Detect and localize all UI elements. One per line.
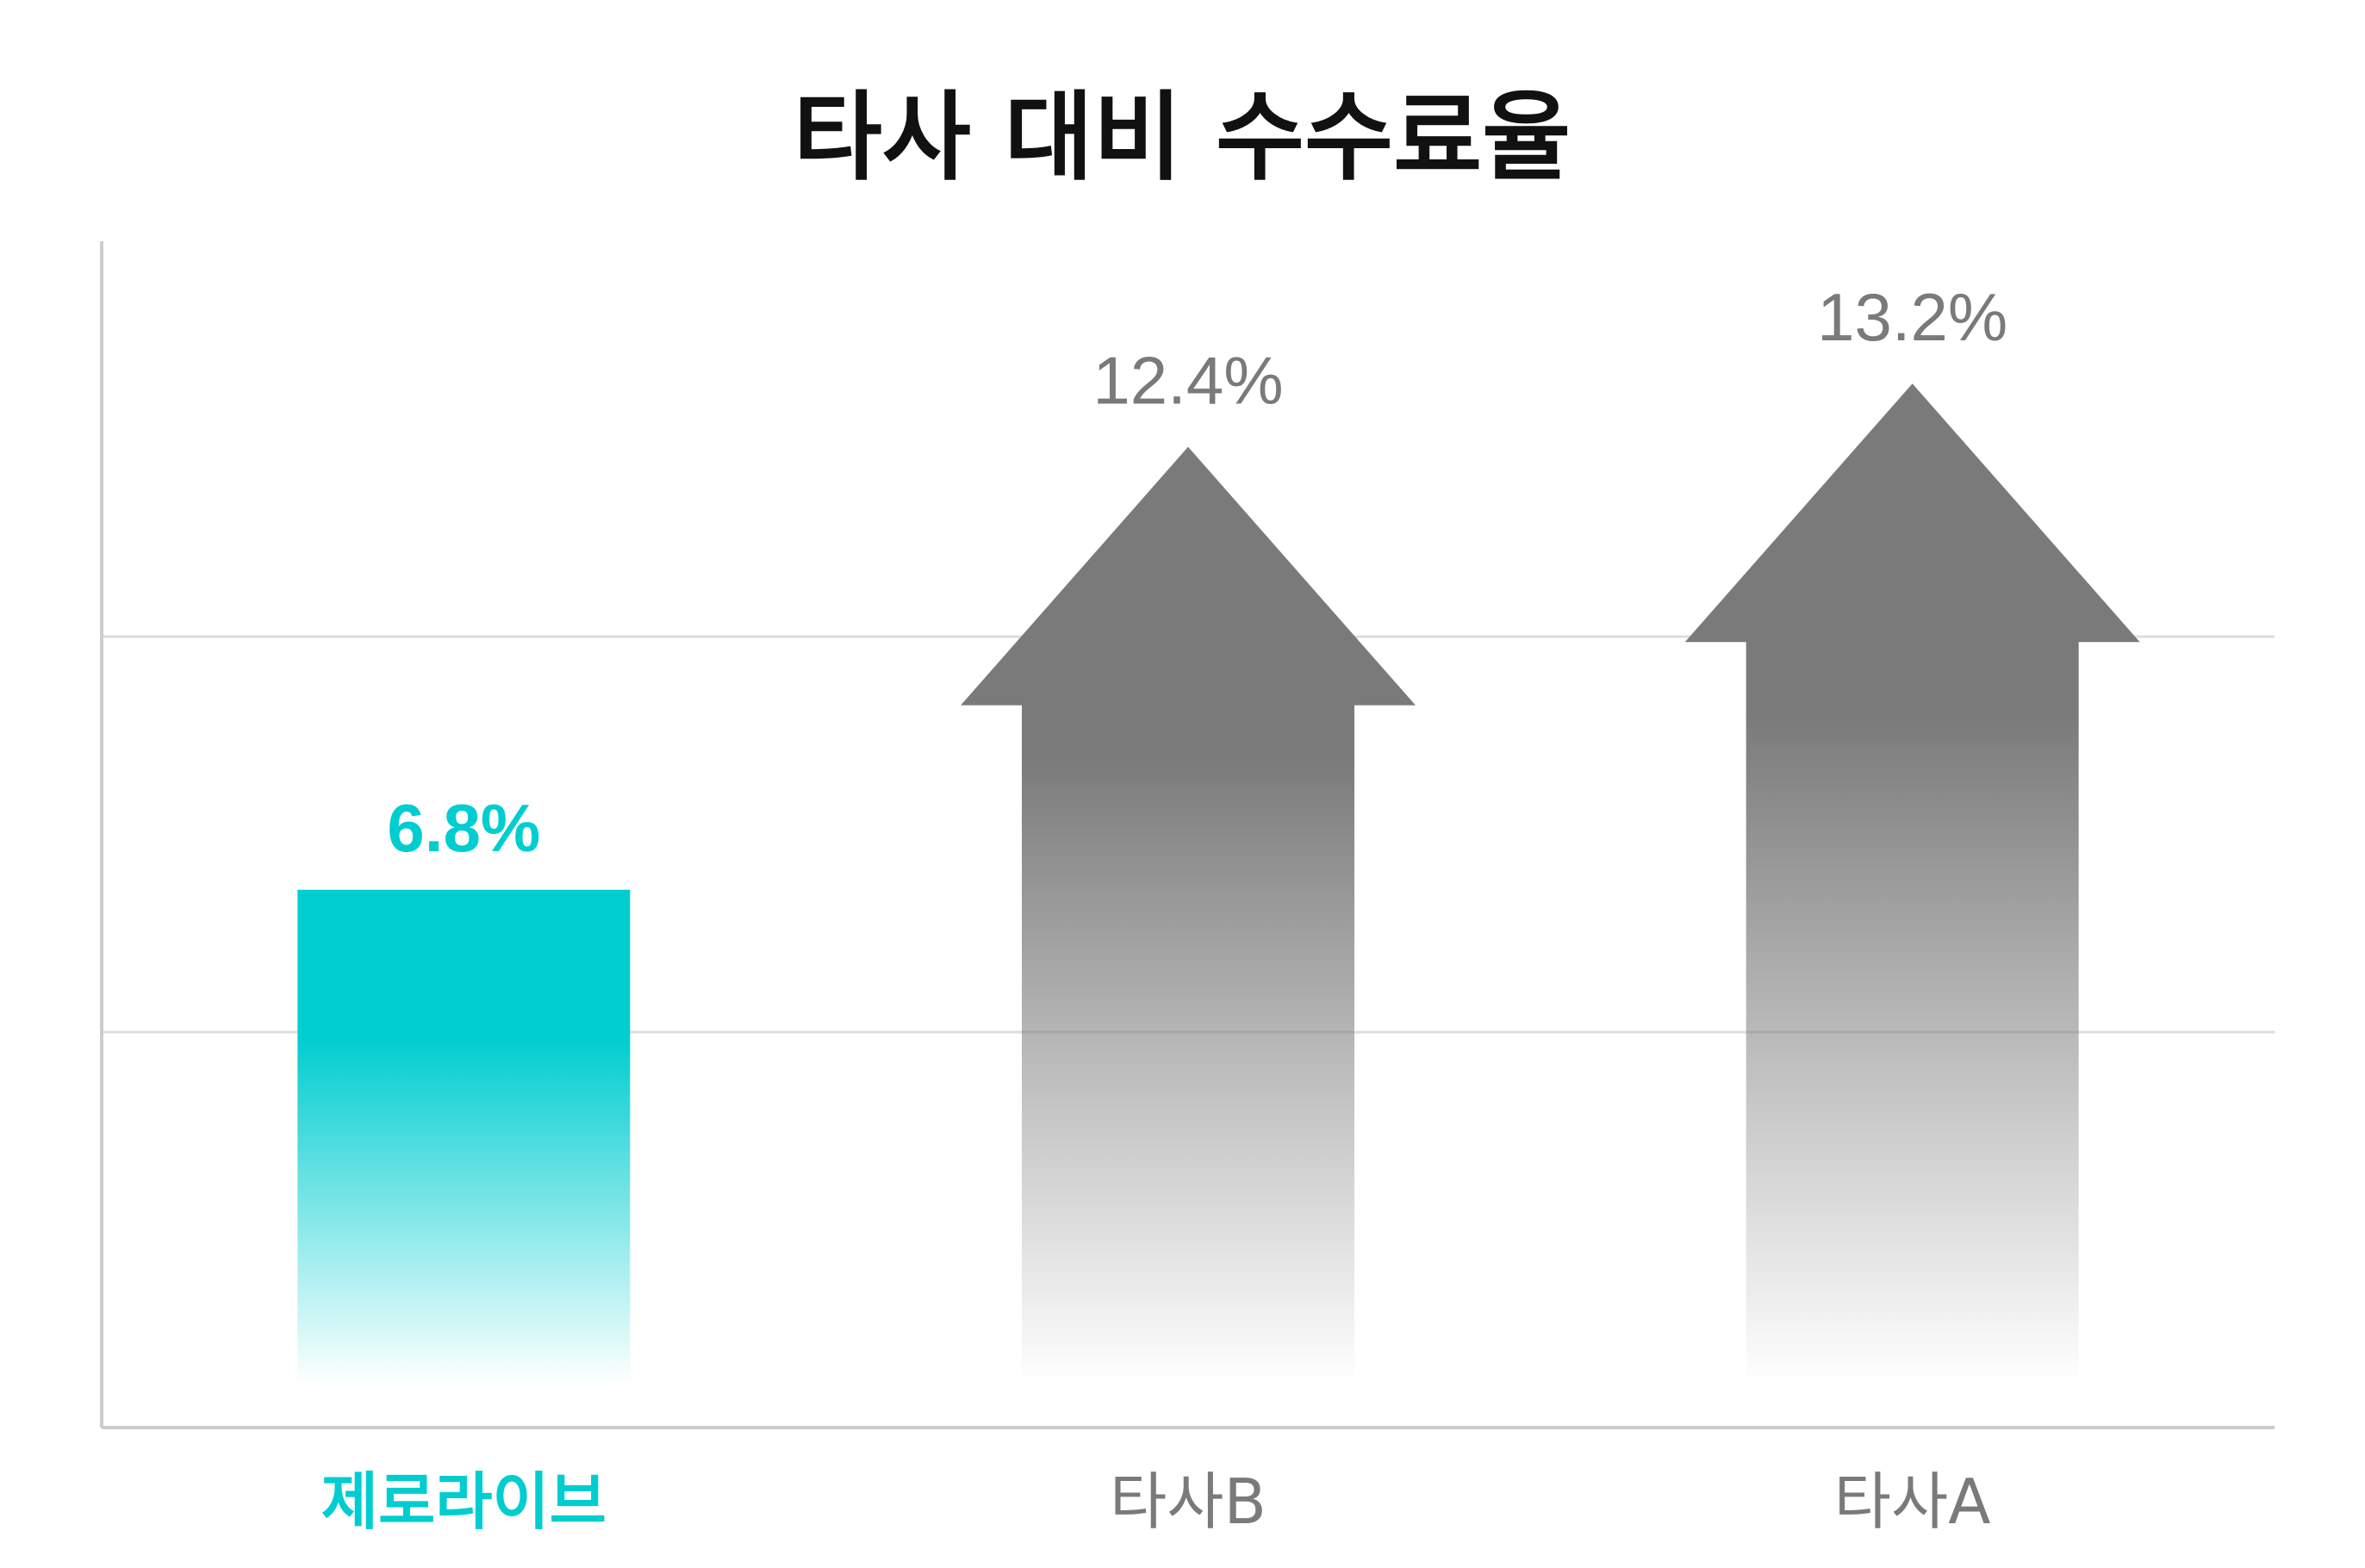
category-label-3: 타사A	[1834, 1465, 1991, 1538]
category-label-2: 타사B	[1110, 1465, 1267, 1538]
arrow-mark-3	[1684, 383, 2140, 1384]
bar-mark-1	[297, 889, 631, 1384]
chart-axes	[100, 241, 2275, 1429]
arrow-mark-2	[961, 446, 1416, 1385]
category-label-1: 제로라이브	[321, 1465, 607, 1538]
value-label-1: 6.8%	[387, 790, 540, 866]
value-label-3: 13.2%	[1817, 279, 2007, 355]
chart-marks	[297, 383, 2140, 1385]
value-label-2: 12.4%	[1092, 343, 1283, 419]
chart-labels: 6.8% 제로라이브 12.4% 타사B 13.2% 타사A	[321, 279, 2008, 1538]
chart-title: 타사 대비 수수료율	[794, 82, 1571, 194]
